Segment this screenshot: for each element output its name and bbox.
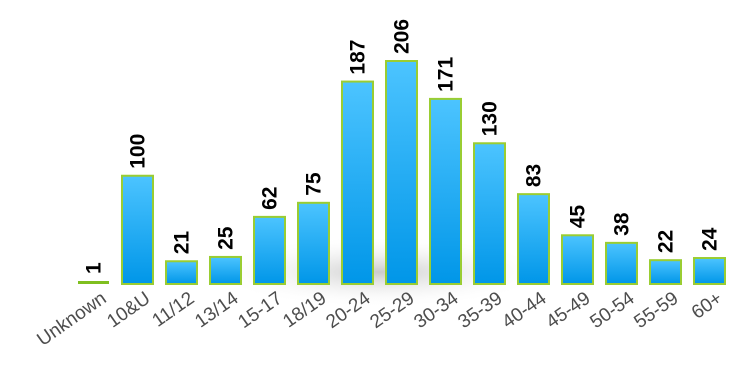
bar-6 [341,80,374,285]
bar-9 [473,142,506,285]
data-label-2: 21 [171,231,194,255]
data-label-9: 130 [479,101,502,136]
bar-3 [209,255,242,285]
bar-2 [165,260,198,286]
bar-5 [297,201,330,286]
bar-0 [78,281,109,284]
bar-14 [693,257,726,285]
data-label-6: 187 [347,40,370,75]
x-tick-label-12: 50-54 [587,288,639,333]
x-tick-label-14: 60+ [688,288,726,324]
bar-8 [429,97,462,285]
x-tick-label-0: Unknown [33,288,110,351]
data-label-10: 83 [523,164,546,187]
bar-1 [121,174,154,285]
data-label-14: 24 [699,227,722,251]
data-label-8: 171 [435,57,458,92]
x-tick-label-13: 55-59 [631,288,683,333]
data-label-11: 45 [567,205,590,229]
x-tick-label-3: 13/14 [191,288,242,333]
data-label-12: 38 [611,212,634,236]
floor-shadow [210,236,550,308]
data-label-5: 75 [303,172,326,196]
data-labels-group: 1 100 21 25 62 75 187 206 171 130 83 45 38 22 24 [83,19,722,274]
bars-group [78,60,726,286]
x-tick-label-11: 45-49 [543,288,595,333]
x-tick-label-2: 11/12 [149,288,199,332]
bar-12 [605,241,638,285]
bar-10 [517,193,550,285]
data-label-13: 22 [655,230,678,253]
bar-13 [649,259,682,286]
data-label-7: 206 [391,19,414,54]
data-label-1: 100 [127,134,150,169]
bar-11 [561,234,594,285]
bar-7 [385,60,418,285]
x-tick-label-1: 10&U [103,288,154,332]
data-label-3: 25 [215,226,238,250]
data-label-0: 1 [83,262,106,274]
data-label-4: 62 [259,187,282,210]
bar-4 [253,215,286,286]
